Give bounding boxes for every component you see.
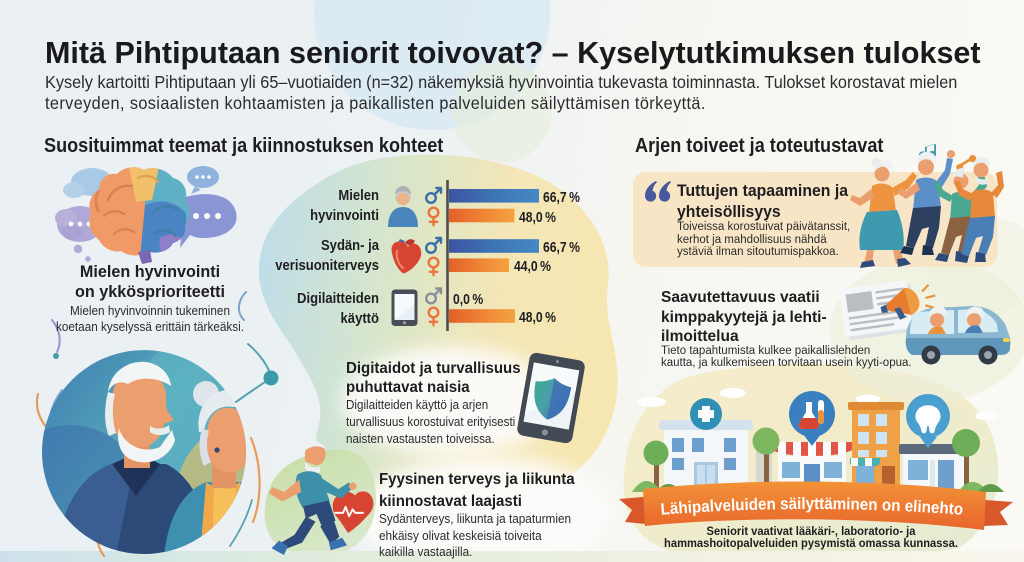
svg-text:Lähipalveluiden säilyttäminen: Lähipalveluiden säilyttäminen on elineht… bbox=[660, 495, 964, 519]
